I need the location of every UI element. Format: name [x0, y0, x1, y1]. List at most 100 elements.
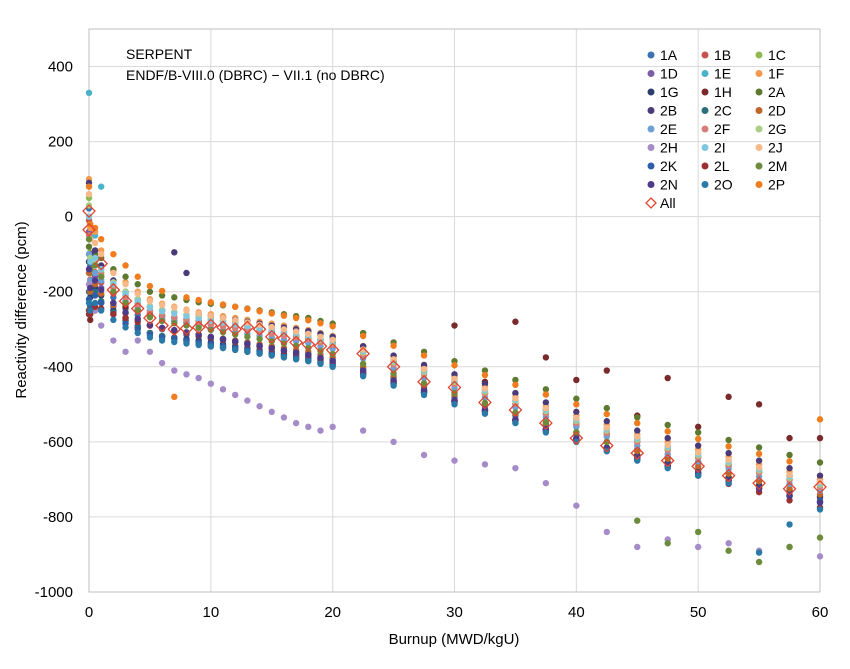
- point-all: [752, 476, 767, 491]
- point-2A: [786, 451, 793, 459]
- point-all: [240, 320, 255, 335]
- point-2O: [329, 363, 336, 370]
- point-2A: [122, 273, 129, 280]
- point-2J: [481, 385, 489, 392]
- point-2P: [183, 294, 190, 301]
- point-2J: [280, 326, 288, 333]
- point-2J: [359, 346, 367, 353]
- legend-label-1F: 1F: [768, 66, 784, 82]
- legend-label-2I: 2I: [714, 140, 726, 156]
- legend-label-2C: 2C: [714, 103, 732, 119]
- point-2H: [390, 438, 397, 446]
- point-2J: [420, 365, 428, 373]
- point-2O: [542, 429, 550, 436]
- point-all: [325, 342, 340, 357]
- point-2M: [110, 288, 117, 295]
- point-all: [569, 431, 584, 446]
- point-2J: [329, 336, 336, 343]
- point-2H: [110, 337, 117, 344]
- point-2P: [694, 435, 702, 443]
- point-2H: [183, 371, 190, 378]
- point-2M: [134, 307, 141, 314]
- point-2M: [481, 399, 489, 407]
- point-2J: [451, 375, 458, 383]
- legend-marker-2I: [701, 144, 709, 151]
- point-1H: [451, 322, 458, 329]
- point-2O: [725, 479, 732, 487]
- point-2P: [512, 381, 519, 389]
- point-all: [660, 453, 675, 468]
- point-all: [538, 416, 553, 431]
- point-2O: [244, 348, 251, 355]
- point-2H: [134, 337, 141, 344]
- legend-label-all: All: [660, 195, 676, 211]
- legend-label-1D: 1D: [660, 66, 678, 82]
- legend-label-1E: 1E: [714, 66, 731, 82]
- point-2J: [292, 328, 300, 335]
- point-2A: [134, 281, 141, 288]
- point-2O: [755, 549, 763, 556]
- point-2P: [268, 310, 275, 317]
- point-2H: [256, 403, 263, 410]
- point-2J: [219, 314, 227, 322]
- point-all: [447, 380, 462, 395]
- point-2O: [171, 338, 178, 346]
- point-all: [264, 329, 279, 344]
- point-2J: [603, 424, 610, 431]
- point-2H: [573, 502, 580, 509]
- point-2J: [786, 471, 793, 479]
- point-2P: [542, 391, 550, 398]
- legend-label-2J: 2J: [768, 140, 783, 156]
- point-2I: [219, 319, 227, 326]
- point-2M: [664, 540, 671, 547]
- point-2O: [97, 307, 105, 314]
- point-all: [356, 346, 371, 361]
- point-2M: [542, 419, 550, 426]
- legend-label-1G: 1G: [660, 84, 679, 100]
- point-2N: [91, 277, 99, 284]
- point-2J: [305, 330, 312, 337]
- point-2N: [329, 357, 336, 364]
- x-tick-label: 40: [568, 604, 585, 621]
- point-2N: [122, 309, 129, 316]
- point-2P: [171, 393, 178, 401]
- point-2P: [122, 262, 129, 269]
- point-2A: [158, 292, 166, 299]
- point-2B: [91, 247, 99, 254]
- legend: 1A 1B 1C 1D 1E 1F 1G 1H 2A 2B 2C 2D 2E 2F 2G 2H 2I 2J 2K 2L…: [645, 47, 787, 211]
- point-2P: [244, 305, 251, 313]
- point-2H: [292, 419, 300, 427]
- point-all: [228, 322, 243, 337]
- legend-marker-1H: [701, 88, 709, 96]
- x-tick-label: 20: [324, 604, 341, 621]
- point-2J: [232, 317, 239, 324]
- point-2A: [481, 367, 489, 374]
- legend-marker-1G: [647, 88, 655, 96]
- all-series-points: [82, 204, 827, 496]
- point-2D: [755, 478, 763, 485]
- point-2D: [786, 485, 793, 492]
- y-tick-label: 400: [48, 59, 73, 76]
- point-2O: [420, 391, 428, 399]
- point-2O: [87, 307, 94, 314]
- legend-marker-1C: [755, 51, 763, 59]
- grid: [88, 29, 821, 593]
- legend-label-1C: 1C: [768, 47, 786, 63]
- point-2O: [305, 357, 312, 365]
- point-2I: [158, 308, 166, 315]
- point-2P: [256, 308, 263, 315]
- legend-label-2G: 2G: [768, 121, 787, 137]
- point-2P: [97, 235, 105, 243]
- point-2P: [634, 419, 641, 427]
- point-all: [203, 318, 218, 333]
- point-2M: [317, 347, 324, 355]
- point-2O: [786, 521, 793, 528]
- point-2H: [542, 479, 550, 487]
- point-all: [417, 374, 431, 389]
- point-2M: [85, 235, 93, 243]
- point-2O: [664, 464, 671, 472]
- point-2N: [390, 377, 397, 384]
- y-tick-label: -600: [43, 434, 73, 451]
- legend-label-1A: 1A: [660, 47, 678, 63]
